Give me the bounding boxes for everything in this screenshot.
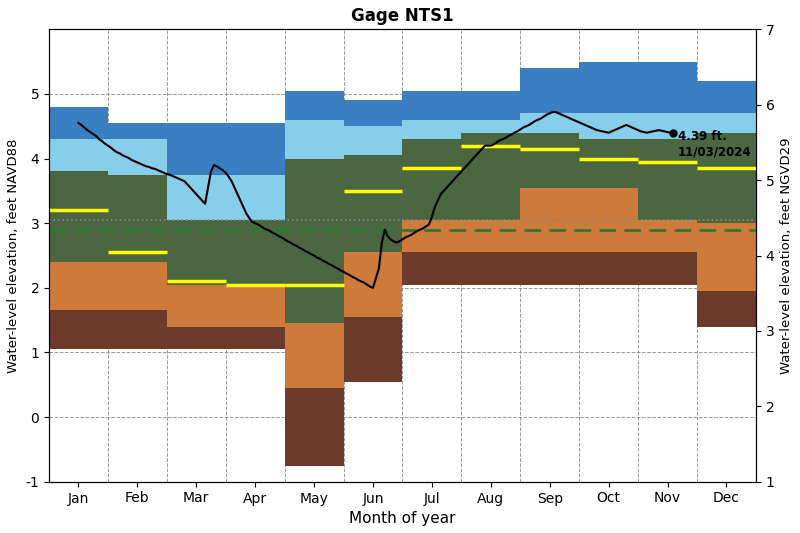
Bar (226, 175, 285, 220)
Bar (520, 114, 579, 133)
Bar (462, 120, 520, 133)
Bar (226, 123, 285, 175)
Bar (520, 252, 579, 285)
Bar (108, 262, 166, 311)
Bar (402, 120, 462, 139)
Bar (402, 252, 462, 285)
Bar (638, 139, 697, 220)
Bar (579, 114, 638, 139)
Bar (343, 155, 402, 252)
Bar (343, 252, 402, 317)
Bar (520, 133, 579, 188)
Bar (226, 220, 285, 285)
Bar (108, 311, 166, 349)
Bar (49, 172, 108, 262)
Bar (226, 327, 285, 349)
X-axis label: Month of year: Month of year (349, 511, 456, 526)
Bar (697, 223, 756, 291)
Bar (579, 62, 638, 114)
Bar (285, 91, 343, 120)
Bar (638, 252, 697, 285)
Bar (343, 317, 402, 382)
Bar (343, 100, 402, 126)
Bar (108, 123, 166, 139)
Y-axis label: Water-level elevation, feet NAVD88: Water-level elevation, feet NAVD88 (7, 139, 20, 373)
Bar (402, 139, 462, 220)
Bar (697, 291, 756, 327)
Bar (697, 133, 756, 223)
Bar (462, 91, 520, 120)
Bar (166, 175, 226, 220)
Bar (638, 62, 697, 114)
Title: Gage NTS1: Gage NTS1 (351, 7, 454, 25)
Bar (579, 252, 638, 285)
Bar (285, 120, 343, 158)
Bar (108, 175, 166, 262)
Bar (166, 285, 226, 327)
Text: 4.39 ft.
11/03/2024: 4.39 ft. 11/03/2024 (678, 130, 752, 158)
Bar (579, 188, 638, 252)
Bar (285, 388, 343, 466)
Bar (226, 285, 285, 327)
Bar (462, 252, 520, 285)
Bar (166, 123, 226, 175)
Bar (402, 91, 462, 120)
Bar (343, 126, 402, 155)
Bar (108, 139, 166, 175)
Bar (285, 158, 343, 324)
Bar (49, 139, 108, 172)
Bar (402, 220, 462, 252)
Bar (520, 68, 579, 114)
Bar (579, 139, 638, 188)
Bar (697, 114, 756, 133)
Bar (49, 107, 108, 139)
Bar (49, 311, 108, 349)
Bar (697, 81, 756, 114)
Bar (166, 327, 226, 349)
Bar (462, 220, 520, 252)
Y-axis label: Water-level elevation, feet NGVD29: Water-level elevation, feet NGVD29 (780, 138, 793, 374)
Bar (462, 133, 520, 220)
Bar (638, 220, 697, 252)
Bar (520, 188, 579, 252)
Bar (49, 262, 108, 311)
Bar (285, 324, 343, 388)
Bar (638, 114, 697, 139)
Bar (166, 220, 226, 285)
